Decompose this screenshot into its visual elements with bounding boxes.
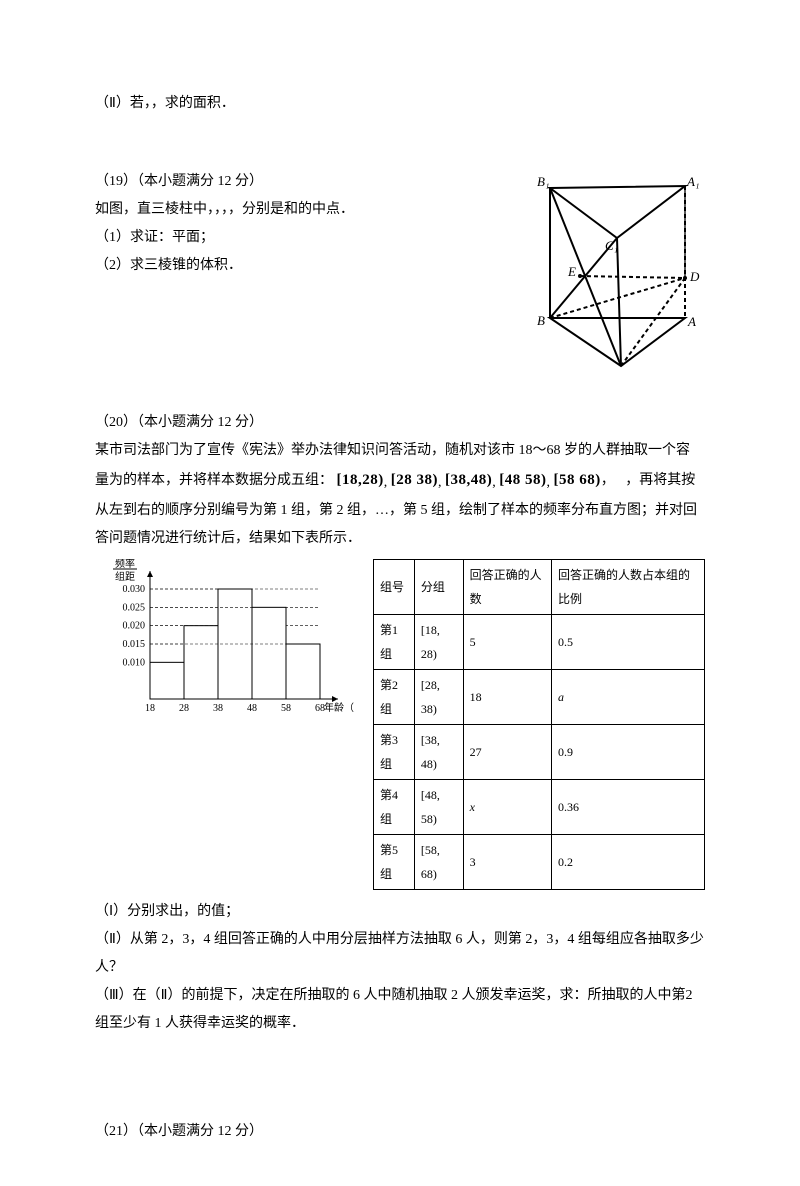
svg-text:频率: 频率 [115, 559, 135, 570]
q20-intro-c: 从左到右的顺序分别编号为第 1 组，第 2 组，…，第 5 组，绘制了样本的频率… [95, 497, 705, 525]
svg-text:年龄（岁）: 年龄（岁） [324, 701, 355, 714]
table-cell: [28, 38) [414, 670, 463, 725]
answer-table: 组号 分组 回答正确的人数 回答正确的人数占本组的比例 第1组[18, 28)5… [373, 559, 705, 890]
interval-2: [28 38) [391, 472, 438, 488]
interval-4: [48 58) [499, 472, 546, 488]
table-cell: 5 [463, 615, 551, 670]
table-cell: 第3组 [374, 725, 415, 780]
table-row: 第5组[58, 68)30.2 [374, 835, 705, 890]
interval-5: [58 68) [554, 472, 601, 488]
table-cell: 第5组 [374, 835, 415, 890]
q21-heading: （21）（本小题满分 12 分） [95, 1118, 705, 1146]
histogram: 频率组距0.0300.0250.0200.0150.01018283848586… [95, 559, 355, 735]
q20-intro-b: 量为的样本，并将样本数据分成五组： [18,28), [28 38), [38,… [95, 465, 705, 497]
label-C1: C₁ [605, 238, 618, 253]
svg-text:38: 38 [213, 703, 223, 714]
interval-1: [18,28) [337, 472, 384, 488]
label-A1: A₁ [686, 174, 699, 189]
th-ratio: 回答正确的人数占本组的比例 [552, 560, 705, 615]
table-cell: 第4组 [374, 780, 415, 835]
th-group: 组号 [374, 560, 415, 615]
label-E: E [567, 264, 576, 279]
table-cell: 0.5 [552, 615, 705, 670]
table-cell: 第1组 [374, 615, 415, 670]
th-correct: 回答正确的人数 [463, 560, 551, 615]
table-cell: 0.9 [552, 725, 705, 780]
table-row: 第1组[18, 28)50.5 [374, 615, 705, 670]
table-cell: x [463, 780, 551, 835]
label-B: B [537, 313, 545, 328]
table-row: 第2组[28, 38)18a [374, 670, 705, 725]
table-cell: a [552, 670, 705, 725]
q20-intro-a: 某市司法部门为了宣传《宪法》举办法律知识问答活动，随机对该市 18～68 岁的人… [95, 437, 705, 465]
table-cell: 第2组 [374, 670, 415, 725]
table-cell: 0.36 [552, 780, 705, 835]
table-cell: 3 [463, 835, 551, 890]
label-C: C [617, 367, 626, 368]
svg-text:0.025: 0.025 [123, 602, 146, 613]
label-B1: B₁ [537, 174, 549, 189]
q20-intro-b-post: ，再将其按 [625, 473, 695, 488]
q20-part1: （Ⅰ）分别求出，的值； [95, 898, 705, 926]
svg-text:0.015: 0.015 [123, 639, 146, 650]
label-A: A [687, 314, 696, 329]
q18-part2: （Ⅱ）若，，求的面积． [95, 90, 705, 118]
q20-part3: （Ⅲ）在（Ⅱ）的前提下，决定在所抽取的 6 人中随机抽取 2 人颁发幸运奖，求：… [95, 982, 705, 1038]
svg-text:0.010: 0.010 [123, 657, 146, 668]
svg-text:28: 28 [179, 703, 189, 714]
label-D: D [689, 269, 700, 284]
svg-text:组距: 组距 [115, 570, 135, 583]
q19-part1: （1）求证：平面； [95, 224, 525, 252]
table-cell: 0.2 [552, 835, 705, 890]
table-row: 第3组[38, 48)270.9 [374, 725, 705, 780]
table-cell: [58, 68) [414, 835, 463, 890]
prism-figure: B₁ A₁ C₁ E D B A C [535, 168, 705, 379]
table-cell: [48, 58) [414, 780, 463, 835]
table-cell: [38, 48) [414, 725, 463, 780]
q20-heading: （20）（本小题满分 12 分） [95, 409, 705, 437]
q19-part2: （2）求三棱锥的体积． [95, 252, 525, 280]
interval-3: [38,48) [445, 472, 492, 488]
table-cell: 18 [463, 670, 551, 725]
q19-heading: （19）（本小题满分 12 分） [95, 168, 525, 196]
svg-text:0.020: 0.020 [123, 621, 146, 632]
q20-part2: （Ⅱ）从第 2，3，4 组回答正确的人中用分层抽样方法抽取 6 人，则第 2，3… [95, 926, 705, 982]
q20-intro-d: 答问题情况进行统计后，结果如下表所示． [95, 525, 705, 553]
table-cell: 27 [463, 725, 551, 780]
q19-line1: 如图，直三棱柱中，，，，分别是和的中点． [95, 196, 525, 224]
table-cell: [18, 28) [414, 615, 463, 670]
table-row: 第4组[48, 58)x0.36 [374, 780, 705, 835]
svg-text:18: 18 [145, 703, 155, 714]
svg-text:48: 48 [247, 703, 257, 714]
th-interval: 分组 [414, 560, 463, 615]
table-row: 组号 分组 回答正确的人数 回答正确的人数占本组的比例 [374, 560, 705, 615]
svg-text:0.030: 0.030 [123, 584, 146, 595]
svg-text:58: 58 [281, 703, 291, 714]
q20-intro-b-pre: 量为的样本，并将样本数据分成五组： [95, 473, 333, 488]
